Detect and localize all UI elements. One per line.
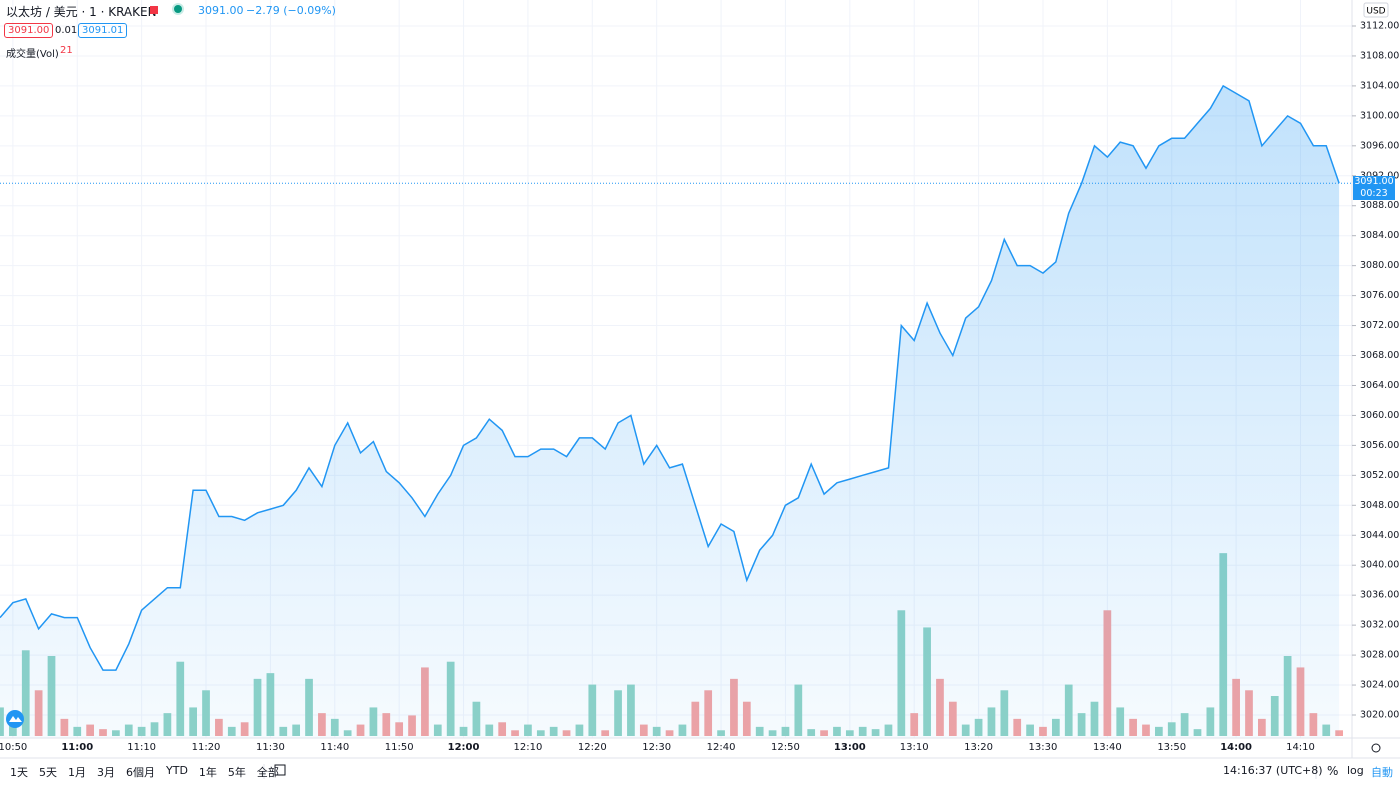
x-tick-label: 10:50	[0, 742, 27, 753]
range-button[interactable]: 1年	[198, 766, 217, 779]
x-tick-label: 12:40	[707, 742, 736, 753]
price-change: −2.79 (−0.09%)	[246, 4, 336, 17]
x-tick-label: 12:20	[578, 742, 607, 753]
currency-box[interactable]	[1363, 2, 1389, 18]
price-tag-price: 3091.00	[1354, 176, 1394, 187]
y-tick-label: 3020.00	[1360, 710, 1399, 721]
spread: 0.01	[55, 25, 78, 36]
x-tick-label: 11:20	[192, 742, 221, 753]
price-tag-countdown: 00:23	[1360, 188, 1388, 199]
range-button[interactable]: 3月	[97, 766, 115, 779]
x-tick-label: 13:30	[1029, 742, 1058, 753]
y-tick-label: 3028.00	[1360, 650, 1399, 661]
range-button[interactable]: 5天	[39, 766, 57, 779]
price-tag: 3091.00 00:23	[1353, 176, 1395, 200]
y-tick-label: 3104.00	[1360, 80, 1399, 91]
bid[interactable]: 3091.00	[4, 23, 54, 38]
goto-icon[interactable]	[274, 764, 286, 776]
y-tick-label: 3052.00	[1360, 470, 1399, 481]
y-tick-label: 3080.00	[1360, 260, 1399, 271]
range-button[interactable]: 6個月	[126, 766, 155, 779]
y-tick-label: 3044.00	[1360, 530, 1399, 541]
x-tick-label: 14:10	[1286, 742, 1315, 753]
range-button[interactable]: 5年	[227, 766, 246, 779]
y-tick-label: 3068.00	[1360, 350, 1399, 361]
status-dot	[174, 5, 182, 13]
x-tick-label: 13:50	[1157, 742, 1186, 753]
y-tick-label: 3064.00	[1360, 380, 1399, 391]
range-button[interactable]: 全部	[256, 766, 279, 779]
y-tick-label: 3048.00	[1360, 500, 1399, 511]
x-tick-label: 14:00	[1220, 742, 1252, 753]
y-tick-label: 3112.00	[1360, 20, 1399, 31]
x-tick-label: 13:20	[964, 742, 993, 753]
y-tick-label: 3088.00	[1360, 200, 1399, 211]
price-line	[0, 84, 1340, 671]
x-tick-label: 13:40	[1093, 742, 1122, 753]
range-button[interactable]: YTD	[166, 764, 188, 777]
y-tick-label: 3096.00	[1360, 140, 1399, 151]
y-tick-label: 3108.00	[1360, 50, 1399, 61]
y-tick-label: 3060.00	[1360, 410, 1399, 421]
x-tick-label: 11:10	[127, 742, 156, 753]
y-tick-label: 3072.00	[1360, 320, 1399, 331]
x-tick-label: 12:00	[448, 742, 480, 753]
x-tick-label: 11:50	[385, 742, 414, 753]
x-tick-label: 12:10	[514, 742, 543, 753]
market-flag	[150, 6, 158, 14]
x-tick-label: 12:50	[771, 742, 800, 753]
percent-toggle[interactable]: %	[1327, 764, 1339, 778]
y-tick-label: 3040.00	[1360, 560, 1399, 571]
volume-label: 成交量(Vol)	[6, 49, 59, 60]
clock: 14:16:37 (UTC+8)	[1223, 764, 1323, 777]
ask[interactable]: 3091.01	[78, 23, 128, 38]
x-tick-label: 13:10	[900, 742, 929, 753]
last-price: 3091.00	[198, 4, 244, 17]
y-tick-label: 3056.00	[1360, 440, 1399, 451]
volume-value: 21	[60, 45, 73, 56]
currency[interactable]: USD	[1366, 7, 1385, 17]
logo-mark	[9, 716, 22, 722]
y-tick-label: 3092.00	[1360, 170, 1399, 181]
auto-toggle[interactable]: 自動	[1371, 766, 1393, 779]
volume-bar	[1335, 730, 1343, 736]
y-tick-label: 3024.00	[1360, 680, 1399, 691]
log-toggle[interactable]: log	[1347, 764, 1364, 777]
price-area	[0, 85, 1340, 738]
y-tick-label: 3084.00	[1360, 230, 1399, 241]
x-tick-label: 11:40	[320, 742, 349, 753]
range-button[interactable]: 1月	[68, 766, 86, 779]
x-tick-label: 11:00	[61, 742, 93, 753]
settings-icon[interactable]	[1371, 743, 1381, 753]
symbol[interactable]: 以太坊 / 美元 · 1 · KRAKEN	[6, 5, 157, 19]
y-tick-label: 3036.00	[1360, 590, 1399, 601]
y-tick-label: 3032.00	[1360, 620, 1399, 631]
range-button[interactable]: 1天	[10, 766, 28, 779]
x-tick-label: 12:30	[642, 742, 671, 753]
x-tick-label: 13:00	[834, 742, 866, 753]
y-tick-label: 3100.00	[1360, 110, 1399, 121]
y-tick-label: 3076.00	[1360, 290, 1399, 301]
x-tick-label: 11:30	[256, 742, 285, 753]
